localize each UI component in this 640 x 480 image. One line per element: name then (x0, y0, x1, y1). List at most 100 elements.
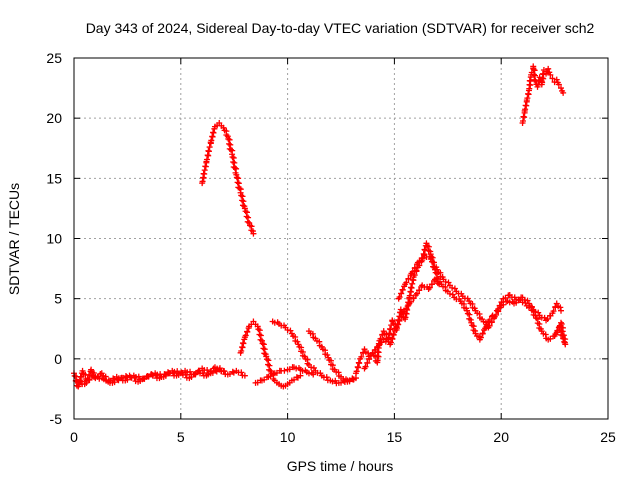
data-point-229 (238, 192, 245, 199)
data-point-826 (545, 65, 552, 72)
data-point-235 (241, 205, 248, 212)
data-point-555 (410, 295, 417, 302)
data-point-550 (403, 305, 410, 312)
data-point-204 (225, 135, 232, 142)
data-point-517 (362, 363, 369, 370)
data-point-141 (162, 372, 169, 379)
data-point-773 (558, 319, 565, 326)
data-point-276 (263, 353, 270, 360)
data-point-306 (284, 327, 291, 334)
data-point-482 (409, 276, 416, 283)
y-tick-label: 0 (54, 351, 62, 367)
data-point-209 (227, 146, 234, 153)
data-point-277 (263, 356, 270, 363)
data-point-402 (310, 371, 317, 378)
data-point-559 (416, 287, 423, 294)
data-point-432 (377, 335, 384, 342)
data-point-719 (498, 299, 505, 306)
data-point-444 (386, 325, 393, 332)
data-point-536 (389, 335, 396, 342)
data-point-803 (530, 66, 537, 73)
data-point-797 (526, 77, 533, 84)
data-point-617 (399, 286, 406, 293)
data-point-114 (105, 377, 112, 384)
data-point-546 (398, 313, 405, 320)
data-point-781 (520, 113, 527, 120)
x-tick-label: 0 (70, 429, 78, 445)
data-point-814 (536, 74, 543, 81)
data-point-831 (553, 76, 560, 83)
data-point-183 (204, 152, 211, 159)
data-point-479 (408, 284, 415, 291)
data-point-577 (446, 290, 453, 297)
data-point-150 (182, 371, 189, 378)
data-point-246 (250, 230, 257, 237)
x-tick-label: 10 (280, 429, 296, 445)
data-point-264 (255, 326, 262, 333)
data-point-544 (396, 317, 403, 324)
data-point-674 (488, 318, 495, 325)
data-point-833 (555, 81, 562, 88)
y-tick-label: -5 (50, 411, 63, 427)
x-tick-label: 20 (493, 429, 509, 445)
data-point-601 (477, 334, 484, 341)
data-point-266 (256, 331, 263, 338)
x-axis-label: GPS time / hours (287, 458, 394, 474)
data-point-712 (557, 304, 564, 311)
x-tick-label: 5 (177, 429, 185, 445)
data-point-307 (287, 327, 294, 334)
data-point-248 (238, 348, 245, 355)
data-point-777 (553, 329, 560, 336)
data-point-270 (259, 340, 266, 347)
data-point-279 (265, 361, 272, 368)
data-point-553 (407, 298, 414, 305)
data-point-282 (267, 367, 274, 374)
data-point-620 (403, 279, 410, 286)
data-point-707 (550, 308, 557, 315)
data-point-622 (405, 275, 412, 282)
data-point-79 (204, 366, 211, 373)
data-point-791 (525, 90, 532, 97)
data-point-565 (426, 284, 433, 291)
data-point-807 (531, 76, 538, 83)
data-point-447 (389, 317, 396, 324)
data-point-630 (416, 258, 423, 265)
data-point-823 (540, 67, 547, 74)
data-point-829 (549, 75, 556, 82)
data-point-519 (364, 359, 371, 366)
data-point-375 (350, 376, 357, 383)
data-point-97 (241, 372, 248, 379)
data-point-158 (199, 369, 206, 376)
data-point-153 (188, 374, 195, 381)
data-point-603 (479, 330, 486, 337)
data-point-548 (401, 308, 408, 315)
y-tick-label: 5 (54, 291, 62, 307)
data-point-789 (524, 95, 531, 102)
data-point-186 (206, 144, 213, 151)
data-point-91 (229, 368, 236, 375)
data-point-805 (530, 71, 537, 78)
data-point-647 (442, 278, 449, 285)
data-point-334 (329, 378, 336, 385)
data-point-627 (411, 264, 418, 271)
data-point-223 (234, 179, 241, 186)
data-point-442 (386, 330, 393, 337)
data-point-105 (86, 376, 93, 383)
data-point-274 (261, 350, 268, 357)
data-point-672 (486, 322, 493, 329)
data-point-238 (243, 213, 250, 220)
data-point-495 (421, 246, 428, 253)
data-point-650 (449, 284, 456, 291)
data-point-806 (532, 72, 539, 79)
data-point-804 (531, 67, 538, 74)
data-point-775 (556, 323, 563, 330)
data-point-126 (131, 374, 138, 381)
y-tick-label: 20 (46, 110, 62, 126)
data-point-185 (205, 147, 212, 154)
data-point-331 (323, 374, 330, 381)
data-point-710 (553, 300, 560, 307)
data-point-161 (205, 371, 212, 378)
data-point-103 (83, 379, 90, 386)
data-point-460 (397, 306, 404, 313)
tick-labels: 0 5 10 15 20 25 -5 0 5 10 15 20 25 (46, 50, 616, 445)
